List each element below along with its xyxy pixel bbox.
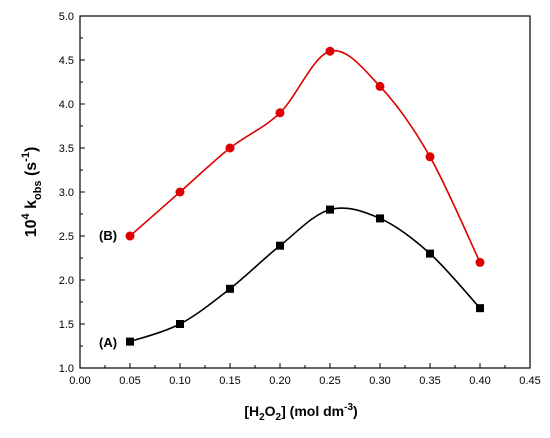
- x-tick-label: 0.10: [169, 375, 190, 387]
- data-point: [226, 284, 234, 293]
- data-point: [376, 214, 384, 223]
- series-label-b: (B): [99, 228, 117, 243]
- y-tick-label: 1.0: [59, 363, 74, 375]
- x-tick-label: 0.30: [369, 375, 390, 387]
- data-point: [325, 46, 335, 56]
- data-point: [425, 152, 435, 162]
- data-point: [126, 337, 134, 346]
- data-point: [426, 249, 434, 258]
- data-point: [475, 257, 485, 267]
- data-point: [276, 241, 284, 250]
- data-point: [175, 187, 185, 197]
- y-tick-label: 2.5: [59, 231, 74, 243]
- x-tick-label: 0.00: [69, 375, 90, 387]
- series-layer: [125, 46, 485, 346]
- data-point: [176, 320, 184, 328]
- x-axis-title: [H2O2] (mol dm-3): [244, 402, 357, 423]
- x-tick-label: 0.20: [269, 375, 290, 387]
- y-tick-label: 2.0: [59, 275, 74, 287]
- data-point: [375, 81, 385, 91]
- plot-frame: [79, 15, 531, 369]
- y-tick-label: 5.0: [59, 11, 74, 23]
- series-b: [125, 46, 485, 267]
- y-axis-title: 104 kobs (s-1): [20, 147, 44, 238]
- series-label-a: (A): [99, 335, 117, 350]
- data-point: [326, 205, 334, 214]
- series-a: [126, 205, 484, 346]
- x-tick-label: 0.40: [469, 375, 490, 387]
- x-tick-label: 0.45: [519, 375, 540, 387]
- y-axis: 1.0 1.5 2.0 2.5 3.0 3.5 4.0 4.5 5.0: [59, 11, 85, 375]
- y-tick-label: 3.5: [59, 143, 74, 155]
- x-axis: 0.00 0.05 0.10 0.15 0.20 0.25 0.30 0.35 0.40 0.45: [69, 363, 541, 387]
- x-tick-label: 0.05: [119, 375, 140, 387]
- plot-area-border: [79, 15, 531, 369]
- y-tick-label: 4.0: [59, 99, 74, 111]
- y-tick-label: 3.0: [59, 187, 74, 199]
- x-tick-label: 0.15: [219, 375, 240, 387]
- data-point: [125, 231, 135, 241]
- x-tick-label: 0.35: [419, 375, 440, 387]
- x-tick-label: 0.25: [319, 375, 340, 387]
- y-tick-label: 4.5: [59, 55, 74, 67]
- data-point: [225, 143, 235, 153]
- data-point: [275, 108, 285, 118]
- data-point: [476, 304, 484, 313]
- y-tick-label: 1.5: [59, 319, 74, 331]
